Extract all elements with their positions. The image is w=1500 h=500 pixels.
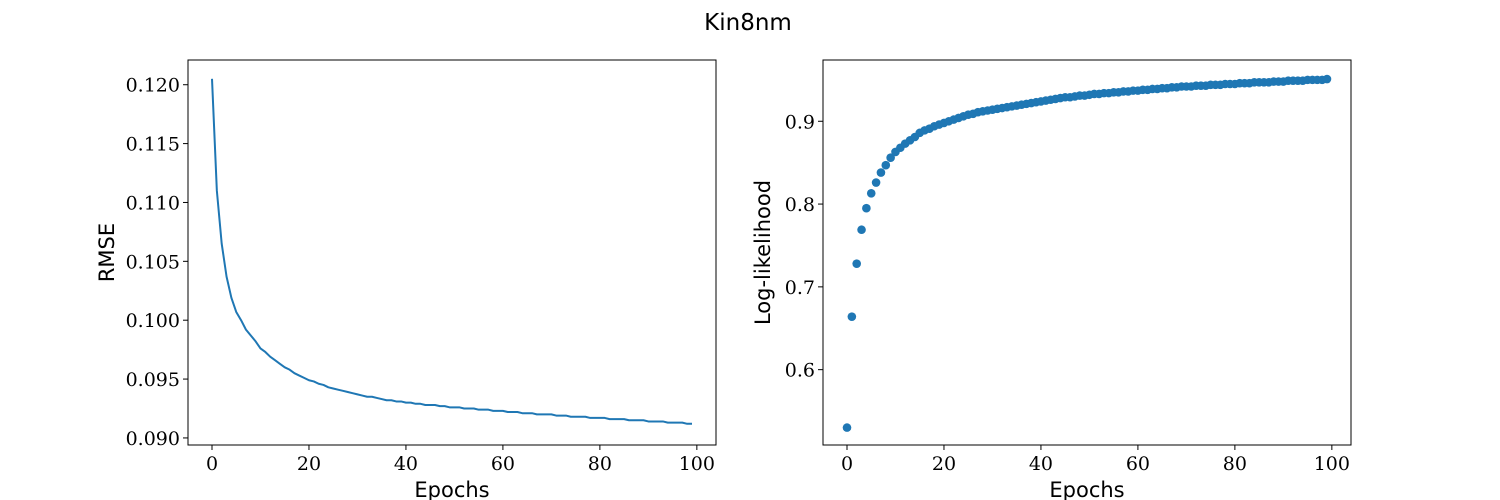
- data-point: [881, 160, 891, 170]
- x-tick-label: 80: [588, 453, 612, 475]
- figure-title: Kin8nm: [704, 10, 792, 36]
- y-tick-label: 0.6: [785, 360, 815, 382]
- y-tick-label: 0.120: [126, 75, 180, 97]
- x-tick-label: 0: [206, 453, 218, 475]
- x-tick-label: 60: [1126, 453, 1150, 475]
- y-tick-label: 0.110: [126, 192, 180, 214]
- x-tick-label: 100: [1314, 453, 1350, 475]
- log-likelihood-panel: 0 20 40 60 80 100 0.6 0.7 0.8 0.9 Epochs Log-likeli…: [751, 59, 1352, 500]
- y-tick-label: 0.095: [126, 369, 180, 391]
- x-axis-label: Epochs: [414, 478, 489, 500]
- y-axis-label: RMSE: [95, 223, 119, 282]
- x-tick-label: 100: [679, 453, 715, 475]
- x-tick-label: 40: [394, 453, 418, 475]
- y-tick-label: 0.7: [785, 277, 815, 299]
- y-tick-label: 0.100: [126, 310, 180, 332]
- x-axis-label: Epochs: [1049, 478, 1124, 500]
- x-tick-label: 80: [1223, 453, 1247, 475]
- y-tick-label: 0.090: [126, 428, 180, 450]
- x-tick-label: 40: [1029, 453, 1053, 475]
- data-point: [871, 178, 881, 187]
- y-tick-label: 0.8: [785, 194, 815, 216]
- rmse-line: [211, 78, 692, 425]
- data-point: [857, 225, 866, 235]
- y-axis-label: Log-likelihood: [751, 180, 775, 325]
- x-tick-label: 60: [491, 453, 515, 475]
- data-point: [862, 203, 871, 213]
- y-tick-label: 0.105: [126, 251, 180, 273]
- x-tick-label: 20: [932, 453, 956, 475]
- x-tick-label: 0: [841, 453, 853, 475]
- data-point: [842, 423, 852, 432]
- x-tick-label: 20: [297, 453, 321, 475]
- y-tick-label: 0.9: [785, 111, 815, 133]
- data-point: [866, 189, 876, 198]
- data-point: [847, 312, 857, 321]
- plot-frame: [822, 59, 1352, 446]
- y-tick-label: 0.115: [126, 134, 180, 156]
- data-point: [886, 153, 895, 162]
- rmse-panel: 0 20 40 60 80 100 0.090 0.095 0.100 0.105 0.110 0.1…: [95, 59, 717, 500]
- data-point: [852, 259, 861, 268]
- data-point: [876, 168, 886, 177]
- data-point: [1322, 74, 1332, 84]
- plot-frame: [187, 59, 717, 446]
